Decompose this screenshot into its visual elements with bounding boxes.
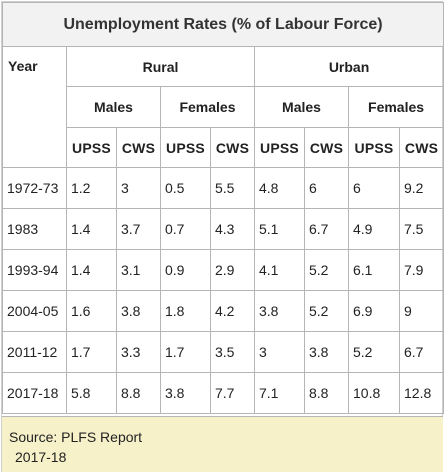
- table-cell: 3.3: [116, 331, 161, 373]
- table-cell: 3.8: [304, 331, 349, 373]
- table-cell: 3: [254, 331, 305, 373]
- table-row: 1993-94 1.4 3.1 0.9 2.9 4.1 5.2 6.1 7.9: [2, 249, 445, 291]
- table-cell: 3.7: [116, 208, 161, 250]
- table-cell: 10.8: [348, 372, 400, 414]
- source-line: 2017-18: [15, 449, 67, 465]
- table-cell: 1.7: [160, 331, 211, 373]
- source-line: Source: PLFS Report: [9, 429, 143, 445]
- table-cell: 0.5: [160, 167, 211, 209]
- table-cell: 8.8: [116, 372, 161, 414]
- year-header: Year: [2, 46, 67, 168]
- table-cell: 9.2: [398, 167, 445, 209]
- metric-header: CWS: [304, 127, 349, 168]
- table-cell: 7.5: [398, 208, 445, 250]
- group-header-urban: Urban: [253, 46, 445, 87]
- table-row: 2017-18 5.8 8.8 3.8 7.7 7.1 8.8 10.8 12.…: [2, 372, 445, 414]
- sex-header: Females: [160, 86, 255, 128]
- row-year: 2017-18: [2, 372, 67, 414]
- row-year: 2004-05: [2, 290, 67, 332]
- row-year: 1972-73: [2, 167, 67, 209]
- table-cell: 6.9: [348, 290, 400, 332]
- table-cell: 2.9: [210, 249, 255, 291]
- unemployment-table: Unemployment Rates (% of Labour Force) Y…: [1, 2, 445, 414]
- table-cell: 8.8: [304, 372, 349, 414]
- metric-header: UPSS: [66, 127, 117, 168]
- metric-header: UPSS: [254, 127, 305, 168]
- table-cell: 12.8: [398, 372, 445, 414]
- metric-header: UPSS: [160, 127, 211, 168]
- table-cell: 4.9: [348, 208, 400, 250]
- table-cell: 6.1: [348, 249, 400, 291]
- metric-header: CWS: [398, 127, 445, 168]
- row-year: 2011-12: [2, 331, 67, 373]
- table-cell: 1.7: [66, 331, 117, 373]
- table-cell: 1.8: [160, 290, 211, 332]
- source-note: Source: PLFS Report 2017-18: [2, 416, 443, 472]
- table-row: 2011-12 1.7 3.3 1.7 3.5 3 3.8 5.2 6.7: [2, 331, 445, 373]
- table-cell: 7.9: [398, 249, 445, 291]
- table-cell: 0.7: [160, 208, 211, 250]
- table-cell: 7.1: [254, 372, 305, 414]
- table-cell: 6: [348, 167, 400, 209]
- table-row: 1972-73 1.2 3 0.5 5.5 4.8 6 6 9.2: [2, 167, 445, 209]
- table-cell: 4.8: [254, 167, 305, 209]
- metric-header: CWS: [116, 127, 161, 168]
- table-cell: 6.7: [398, 331, 445, 373]
- table-cell: 5.1: [254, 208, 305, 250]
- table-cell: 9: [398, 290, 445, 332]
- metric-header: UPSS: [348, 127, 400, 168]
- sex-header: Males: [254, 86, 349, 128]
- table-cell: 4.1: [254, 249, 305, 291]
- table-cell: 3.8: [254, 290, 305, 332]
- table-cell: 3.1: [116, 249, 161, 291]
- table-cell: 1.4: [66, 249, 117, 291]
- table-cell: 0.9: [160, 249, 211, 291]
- table-cell: 1.2: [66, 167, 117, 209]
- table-cell: 3.8: [116, 290, 161, 332]
- sex-header: Females: [347, 86, 445, 128]
- row-year: 1983: [2, 208, 67, 250]
- table-cell: 5.2: [304, 249, 349, 291]
- table-cell: 1.6: [66, 290, 117, 332]
- metric-header: CWS: [210, 127, 255, 168]
- table-cell: 5.2: [304, 290, 349, 332]
- table-row: 1983 1.4 3.7 0.7 4.3 5.1 6.7 4.9 7.5: [2, 208, 445, 250]
- table-title: Unemployment Rates (% of Labour Force): [1, 2, 445, 47]
- table-row: 2004-05 1.6 3.8 1.8 4.2 3.8 5.2 6.9 9: [2, 290, 445, 332]
- sex-header: Males: [66, 86, 161, 128]
- table-cell: 5.2: [348, 331, 400, 373]
- table-cell: 6: [304, 167, 349, 209]
- table-cell: 3.5: [210, 331, 255, 373]
- row-year: 1993-94: [2, 249, 67, 291]
- table-cell: 4.3: [210, 208, 255, 250]
- table-cell: 1.4: [66, 208, 117, 250]
- table-cell: 5.8: [66, 372, 117, 414]
- group-header-rural: Rural: [66, 46, 255, 87]
- table-cell: 6.7: [304, 208, 349, 250]
- table-cell: 5.5: [210, 167, 255, 209]
- table-cell: 7.7: [210, 372, 255, 414]
- table-cell: 3: [116, 167, 161, 209]
- table-cell: 3.8: [160, 372, 211, 414]
- table-cell: 4.2: [210, 290, 255, 332]
